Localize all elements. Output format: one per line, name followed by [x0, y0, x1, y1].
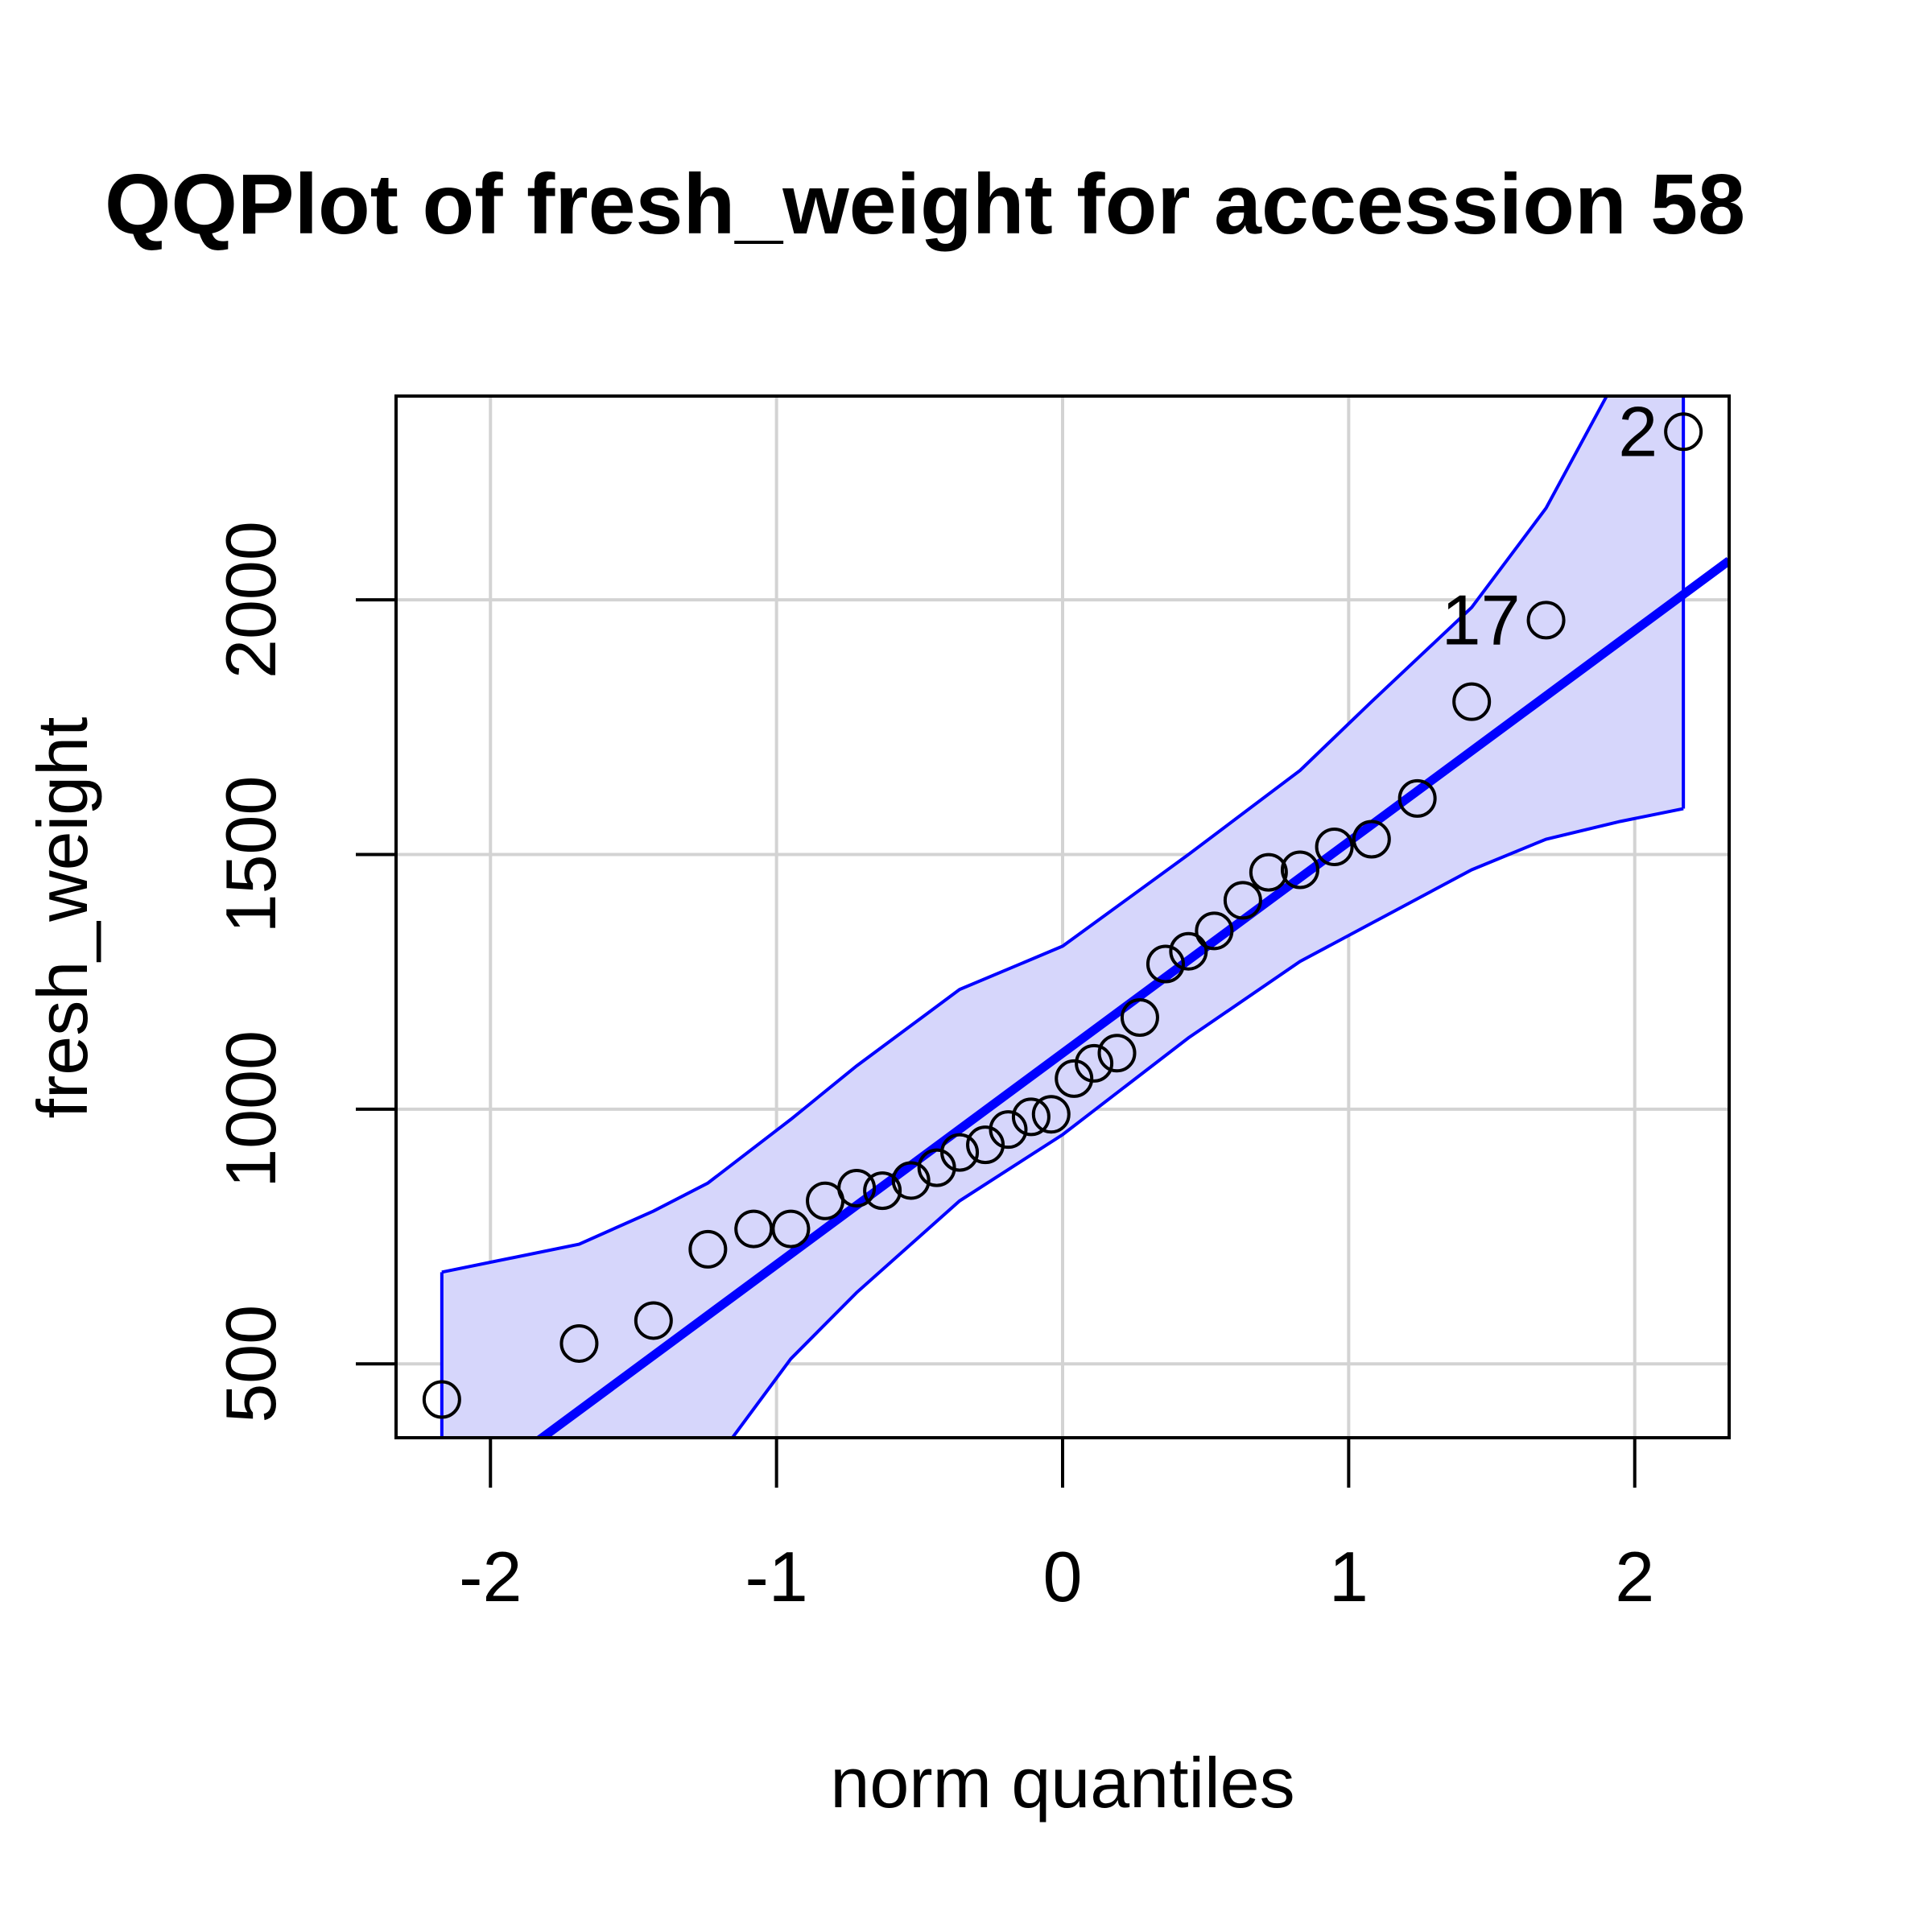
y-tick-label: 2000: [211, 521, 291, 679]
data-point: [989, 1110, 1028, 1150]
point-label: 2: [1618, 391, 1657, 471]
data-point: [940, 1133, 980, 1172]
data-point: [1280, 850, 1319, 890]
data-point: [1195, 911, 1234, 951]
data-point: [966, 1125, 1005, 1165]
data-points: [422, 412, 1703, 1419]
data-point: [1169, 931, 1208, 971]
data-point: [1664, 412, 1703, 452]
x-tick-label: 0: [1043, 1537, 1083, 1616]
data-point: [917, 1148, 956, 1187]
data-point: [1011, 1097, 1051, 1137]
data-point: [688, 1229, 728, 1269]
y-tick-label: 1500: [211, 776, 291, 934]
x-axis-label: norm quantiles: [830, 1743, 1294, 1823]
data-point: [559, 1323, 599, 1363]
confidence-band-lower: [730, 807, 1684, 1438]
data-point: [1526, 601, 1566, 640]
y-tick-label: 500: [211, 1305, 291, 1423]
data-point: [1120, 997, 1159, 1037]
data-point: [1315, 827, 1354, 866]
y-axis-label: fresh_weight: [23, 717, 102, 1119]
point-labels: 17 2: [1442, 391, 1657, 659]
data-point: [1352, 819, 1391, 859]
confidence-band-upper: [441, 396, 1609, 1274]
data-point: [1397, 778, 1437, 818]
data-point: [1146, 944, 1185, 984]
data-point: [837, 1168, 877, 1208]
confidence-band-area: [441, 396, 1684, 1438]
x-tick-label: 1: [1329, 1537, 1368, 1616]
y-tick-label: 1000: [211, 1030, 291, 1188]
data-point: [422, 1380, 461, 1419]
data-point: [634, 1301, 673, 1340]
data-point: [891, 1161, 931, 1200]
data-point: [1249, 852, 1288, 892]
data-point: [1031, 1095, 1071, 1134]
x-axis: -2 -1 0 1 2: [459, 1438, 1654, 1616]
data-point: [734, 1209, 774, 1249]
chart-title: QQPlot of fresh_weight for accession 58: [105, 157, 1745, 252]
data-point: [1223, 881, 1262, 920]
confidence-band: [440, 396, 1686, 1438]
y-axis: 500 1000 1500 2000: [211, 521, 396, 1423]
data-point: [1075, 1043, 1114, 1083]
reference-line: [535, 556, 1729, 1438]
reference-line-group: [535, 556, 1729, 1438]
data-point: [1055, 1059, 1094, 1098]
x-tick-label: -2: [459, 1537, 522, 1616]
x-tick-label: 2: [1615, 1537, 1654, 1616]
data-point: [771, 1209, 811, 1249]
data-point: [1452, 682, 1492, 721]
data-point: [1097, 1034, 1137, 1073]
data-point: [863, 1171, 902, 1211]
x-tick-label: -1: [745, 1537, 808, 1616]
point-label: 17: [1442, 580, 1521, 659]
